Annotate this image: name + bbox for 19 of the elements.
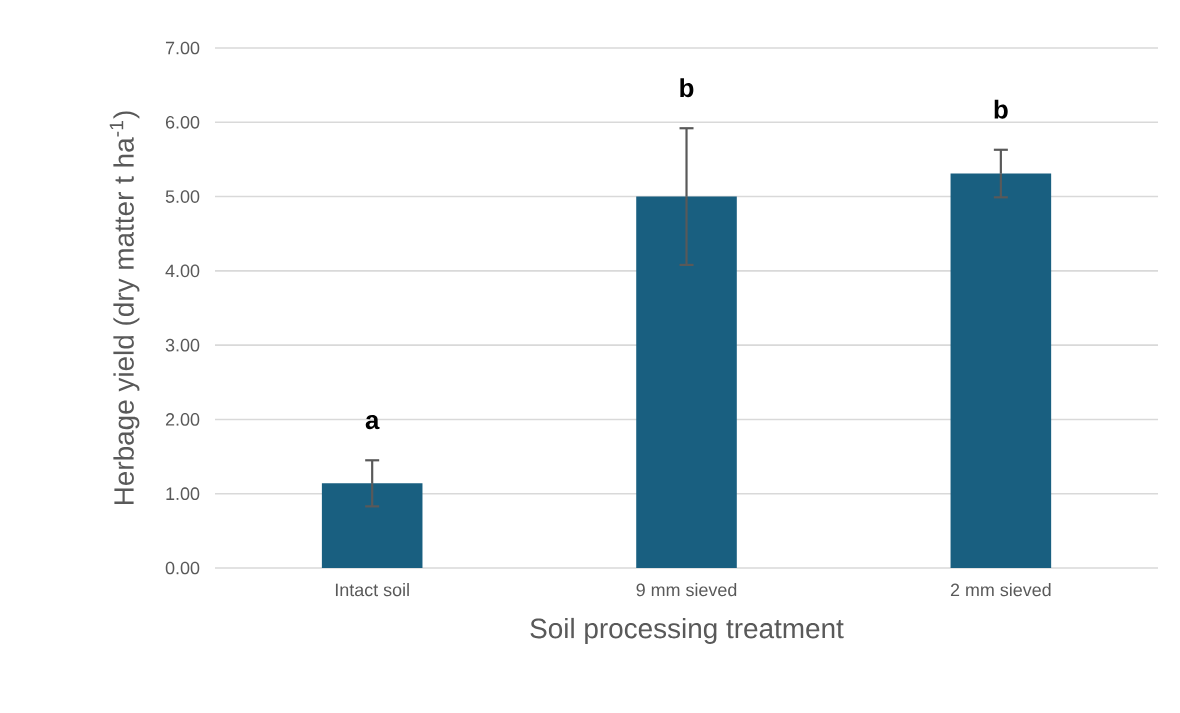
bar <box>636 196 737 568</box>
annotation: b <box>680 78 694 98</box>
annotation: a <box>365 415 380 430</box>
y-tick-label: 5.00 <box>165 190 200 203</box>
annotation: b <box>994 99 1008 119</box>
y-tick-label: 0.00 <box>165 561 200 575</box>
y-tick-label: 2.00 <box>165 413 200 426</box>
y-tick-label: 4.00 <box>165 264 200 278</box>
x-tick-label: 2 mm sieved <box>950 583 1051 597</box>
y-tick-label: 6.00 <box>165 115 200 129</box>
bar <box>950 173 1052 568</box>
x-axis-title: Soil processing treatment <box>530 617 844 644</box>
y-axis-title: Herbage yield (dry matter t ha$^{-1}$) <box>109 111 140 505</box>
x-tick-label: Intact soil <box>335 583 409 597</box>
y-tick-label: 1.00 <box>166 487 200 501</box>
y-tick-label: 7.00 <box>165 41 200 55</box>
y-tick-label: 3.00 <box>165 338 200 352</box>
x-tick-label: 9 mm sieved <box>636 583 737 597</box>
bar <box>321 483 423 568</box>
